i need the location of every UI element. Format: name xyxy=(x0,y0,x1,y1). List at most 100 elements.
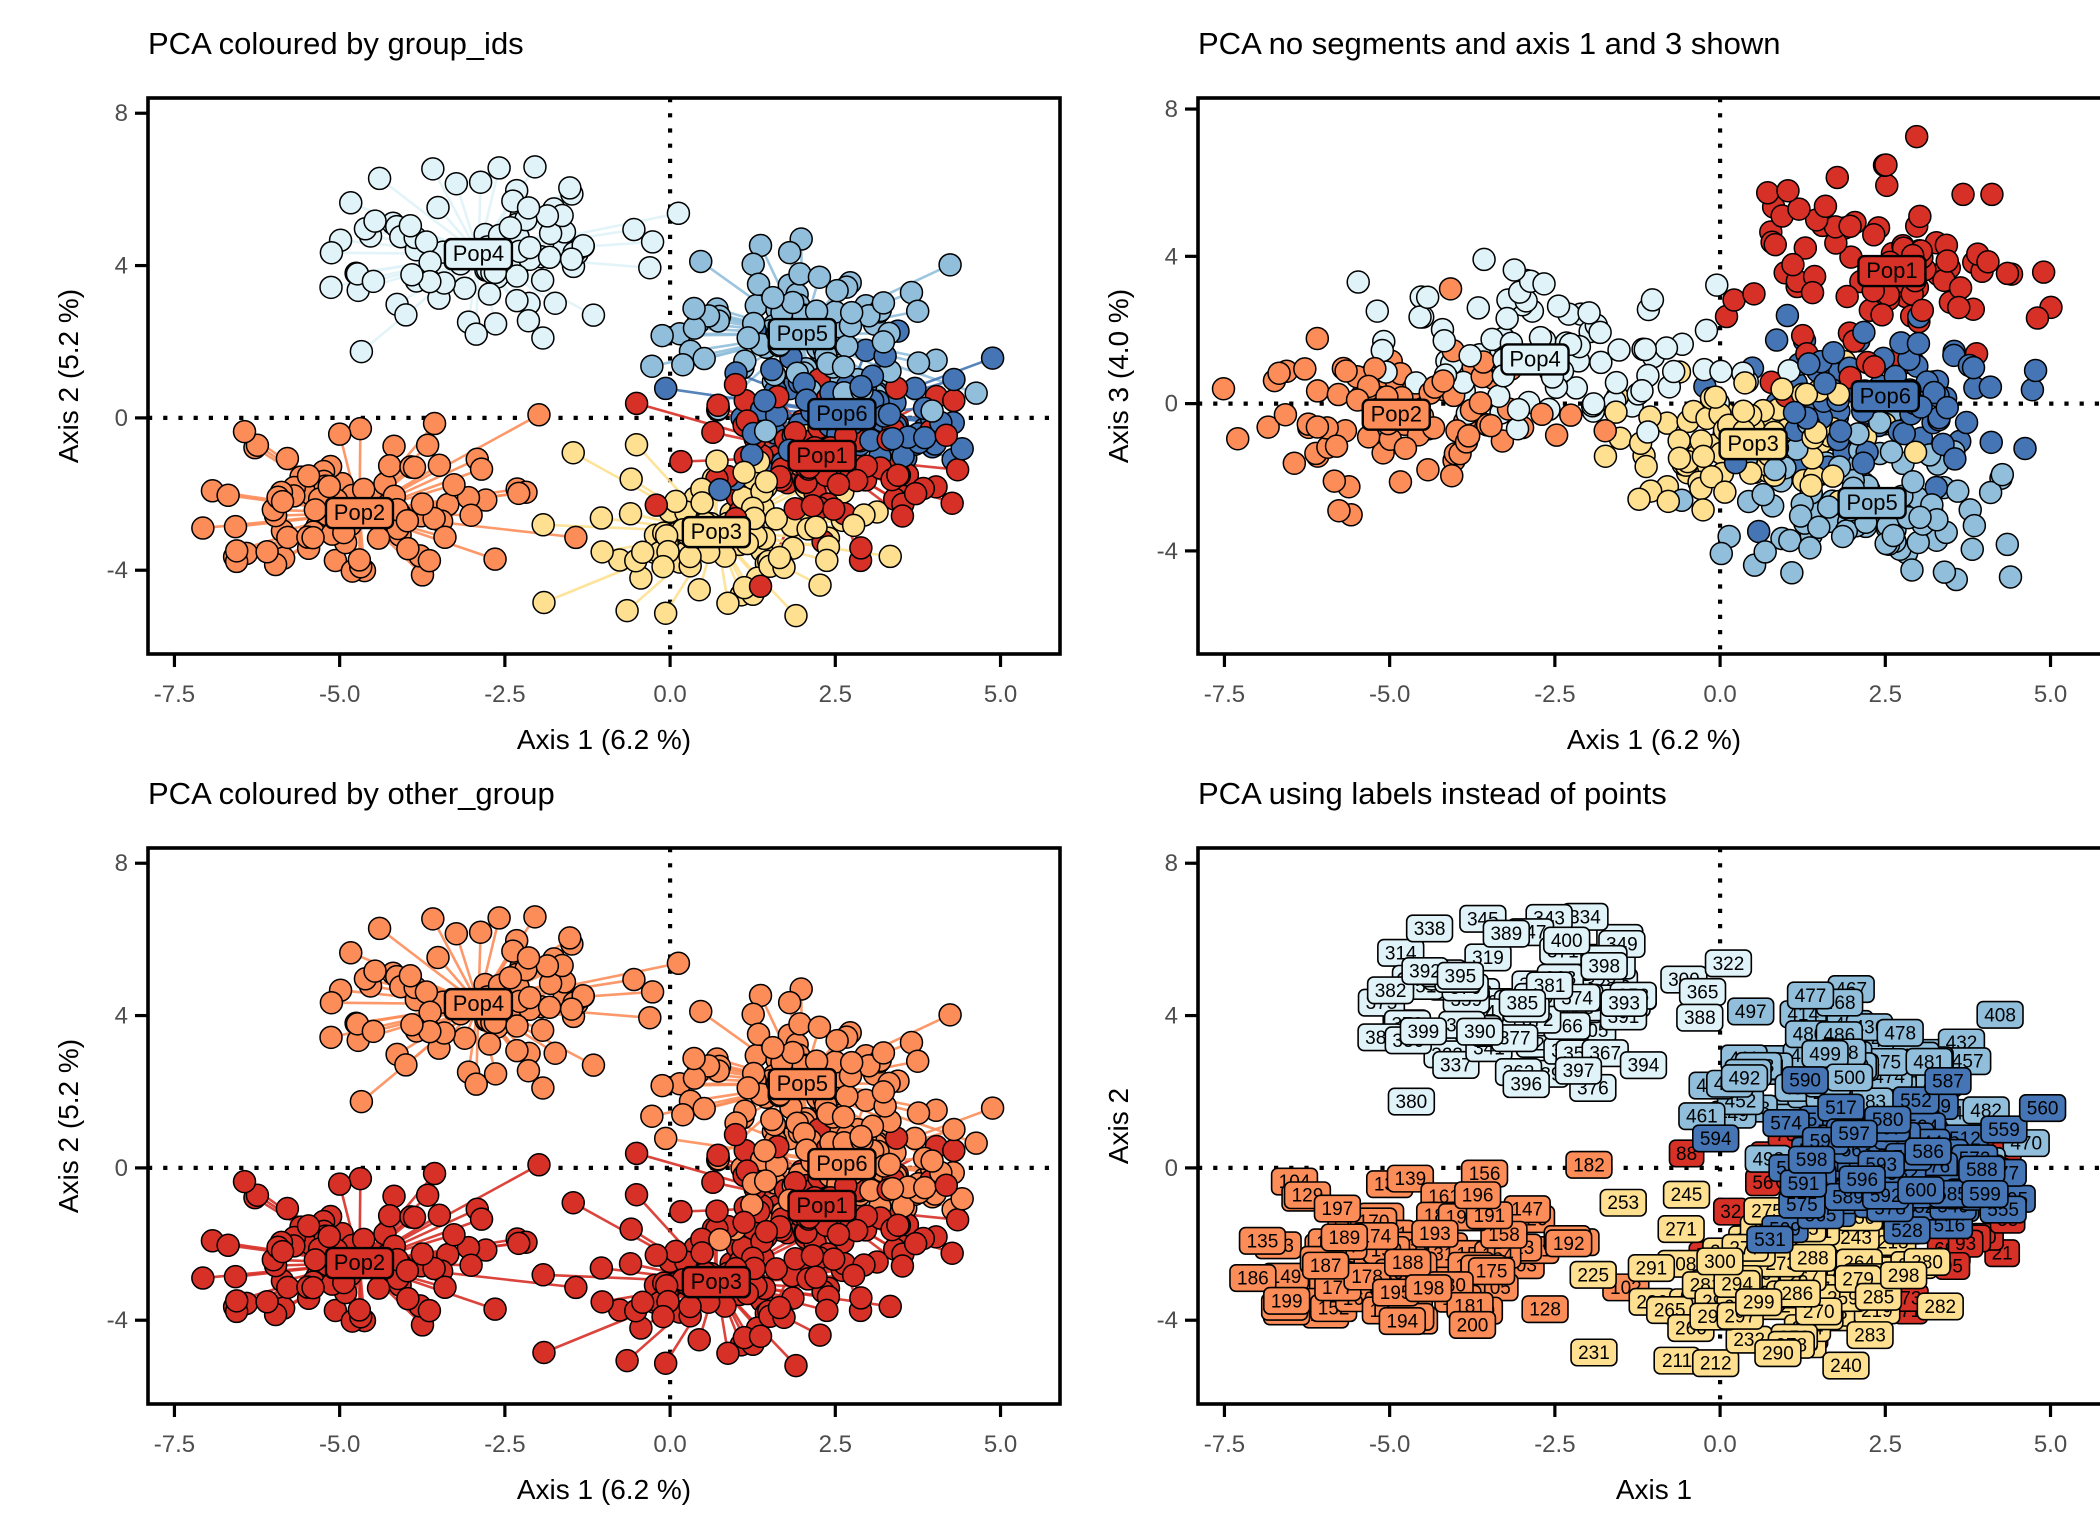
data-point-Pop4 xyxy=(320,242,342,264)
data-point-Pop4 xyxy=(517,310,539,332)
data-point-Pop2 xyxy=(348,549,370,571)
data-point-Pop1 xyxy=(1948,296,1970,318)
data-point-Pop2 xyxy=(434,1276,456,1298)
data-point-Pop5 xyxy=(1754,541,1776,563)
data-point-Pop5 xyxy=(965,382,987,404)
data-point-Pop3 xyxy=(785,605,807,627)
data-point-Pop5 xyxy=(683,317,705,339)
data-point-Pop5 xyxy=(789,263,811,285)
data-point-Pop6 xyxy=(881,428,903,450)
y-axis: 840-4 xyxy=(107,850,148,1334)
x-tick-label: 0.0 xyxy=(1703,1431,1736,1458)
data-point-Pop1 xyxy=(725,374,747,396)
data-point-Pop2 xyxy=(192,517,214,539)
data-point-Pop5 xyxy=(641,1105,663,1127)
centroid-label-text: Pop3 xyxy=(1727,431,1778,456)
data-point-Pop4 xyxy=(364,210,386,232)
data-point-Pop4 xyxy=(561,248,583,270)
data-point-Pop4 xyxy=(639,1007,661,1029)
data-point-Pop4 xyxy=(506,290,528,312)
data-point-Pop5 xyxy=(872,331,894,353)
y-tick-label: -4 xyxy=(1157,538,1178,565)
data-point-Pop2 xyxy=(471,458,493,480)
data-point-Pop1 xyxy=(1906,126,1928,148)
centroid-label-Pop6: Pop6 xyxy=(1852,381,1919,411)
data-point-Pop6 xyxy=(982,347,1004,369)
data-point-Pop1 xyxy=(801,495,823,517)
data-point-Pop2 xyxy=(383,1185,405,1207)
data-point-Pop3 xyxy=(805,1266,827,1288)
data-point-Pop5 xyxy=(836,335,858,357)
data-point-Pop3 xyxy=(843,1264,865,1286)
centroid-label-text: Pop2 xyxy=(334,1250,385,1275)
sample-label-text: 500 xyxy=(1834,1068,1866,1089)
data-point-Pop2 xyxy=(1389,471,1411,493)
data-point-Pop3 xyxy=(805,516,827,538)
data-point-Pop2 xyxy=(349,418,371,440)
data-point-Pop1 xyxy=(645,1244,667,1266)
data-point-Pop1 xyxy=(1814,195,1836,217)
sample-label-text: 298 xyxy=(1888,1266,1920,1287)
data-point-Pop4 xyxy=(445,173,467,195)
data-point-Pop3 xyxy=(620,1253,642,1275)
data-point-Pop5 xyxy=(826,280,848,302)
data-point-Pop6 xyxy=(943,1118,965,1140)
data-point-Pop6 xyxy=(754,390,776,412)
data-point-Pop5 xyxy=(1902,471,1924,493)
data-point-Pop1 xyxy=(1826,166,1848,188)
data-point-Pop2 xyxy=(298,465,320,487)
data-point-Pop5 xyxy=(939,1004,961,1026)
data-point-Pop2 xyxy=(348,1299,370,1321)
data-points xyxy=(192,906,1004,1377)
sample-label-text: 253 xyxy=(1607,1193,1639,1214)
data-point-Pop3 xyxy=(562,442,584,464)
x-axis-title: Axis 1 (6.2 %) xyxy=(1567,724,1741,755)
data-point-Pop2 xyxy=(1306,327,1328,349)
data-point-Pop5 xyxy=(921,400,943,422)
data-point-Pop3 xyxy=(1635,456,1657,478)
data-point-Pop5 xyxy=(872,1042,894,1064)
data-point-Pop2 xyxy=(298,1215,320,1237)
data-point-Pop5 xyxy=(789,1013,811,1035)
sample-label-text: 299 xyxy=(1743,1293,1775,1314)
data-point-Pop2 xyxy=(217,1234,239,1256)
x-tick-label: -5.0 xyxy=(1369,1431,1410,1458)
sample-label-text: 211 xyxy=(1662,1351,1692,1372)
data-point-Pop3 xyxy=(1771,378,1793,400)
data-point-Pop1 xyxy=(707,394,729,416)
data-point-Pop2 xyxy=(1417,459,1439,481)
sample-label-text: 225 xyxy=(1577,1265,1609,1286)
data-point-Pop3 xyxy=(532,514,554,536)
data-point-Pop6 xyxy=(879,1153,901,1175)
data-point-Pop2 xyxy=(1328,500,1350,522)
data-point-Pop2 xyxy=(1268,362,1290,384)
sample-label-text: 196 xyxy=(1462,1186,1494,1207)
data-point-Pop3 xyxy=(1657,490,1679,512)
data-point-Pop2 xyxy=(1480,415,1502,437)
data-point-Pop5 xyxy=(1991,464,2013,486)
data-point-Pop6 xyxy=(1830,420,1852,442)
data-point-Pop4 xyxy=(1655,337,1677,359)
y-tick-label: -4 xyxy=(107,557,128,584)
sample-label-text: 283 xyxy=(1854,1326,1886,1347)
sample-label-text: 478 xyxy=(1884,1023,1916,1044)
x-tick-label: -2.5 xyxy=(1534,681,1575,708)
centroid-label-Pop3: Pop3 xyxy=(1720,429,1787,459)
sample-label-text: 389 xyxy=(1490,924,1522,945)
data-point-Pop1 xyxy=(1836,285,1858,307)
data-point-Pop6 xyxy=(1980,431,2002,453)
data-point-Pop4 xyxy=(517,1060,539,1082)
sample-label-text: 271 xyxy=(1665,1220,1697,1241)
sample-label-text: 199 xyxy=(1271,1291,1303,1312)
centroid-label-text: Pop1 xyxy=(1866,258,1917,283)
data-point-Pop6 xyxy=(2021,379,2043,401)
data-point-Pop3 xyxy=(1734,372,1756,394)
data-point-Pop2 xyxy=(1323,470,1345,492)
data-point-Pop3 xyxy=(1714,481,1736,503)
y-tick-label: 4 xyxy=(1165,1003,1178,1030)
data-point-Pop3 xyxy=(562,1192,584,1214)
data-point-Pop4 xyxy=(485,313,507,335)
data-point-Pop4 xyxy=(1409,306,1431,328)
x-tick-label: 0.0 xyxy=(653,1431,686,1458)
data-point-Pop4 xyxy=(350,1091,372,1113)
